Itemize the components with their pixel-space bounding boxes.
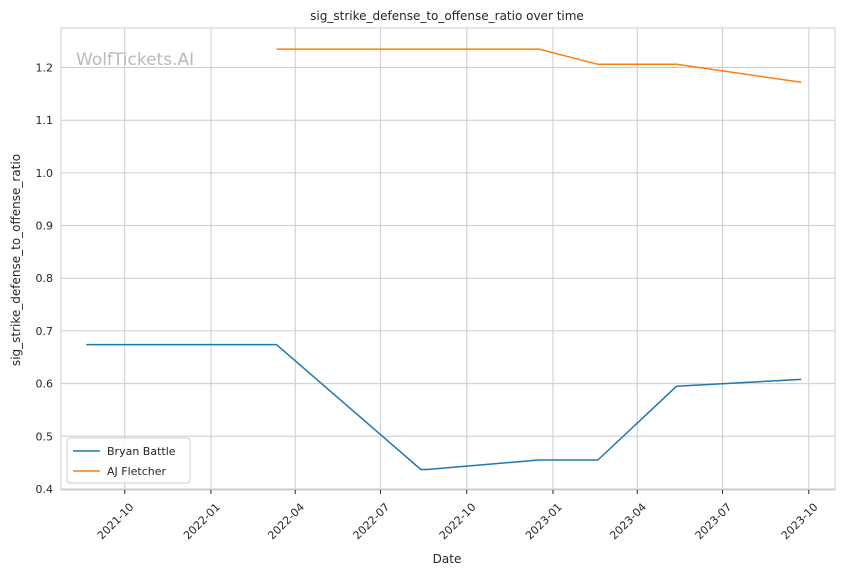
y-tick-label: 1.2: [36, 62, 54, 75]
y-tick-label: 0.6: [36, 378, 54, 391]
legend-label-1: AJ Fletcher: [107, 465, 167, 478]
y-axis-ticks: 0.4 0.5 0.6 0.7 0.8 0.9 1.0 1.1 1.2: [36, 62, 54, 496]
y-tick-label: 0.4: [36, 483, 54, 496]
chart-title: sig_strike_defense_to_offense_ratio over…: [310, 9, 584, 23]
grid: [61, 28, 835, 490]
x-axis-title: Date: [433, 552, 462, 566]
y-tick-label: 0.5: [36, 430, 54, 443]
y-tick-label: 0.8: [36, 272, 54, 285]
y-tick-label: 1.1: [36, 114, 54, 127]
series-line-1: [276, 48, 802, 84]
y-tick-label: 0.9: [36, 220, 54, 233]
plot-area-frame: [60, 27, 836, 491]
series-line-0: [86, 343, 802, 471]
y-tick-label: 0.7: [36, 325, 54, 338]
y-tick-label: 1.0: [36, 167, 54, 180]
series-lines: [86, 48, 802, 471]
y-axis-title: sig_strike_defense_to_offense_ratio: [9, 154, 23, 366]
legend-label-0: Bryan Battle: [107, 445, 176, 458]
legend: Bryan Battle AJ Fletcher: [66, 437, 191, 484]
watermark-text: WolfTickets.AI: [76, 50, 194, 70]
